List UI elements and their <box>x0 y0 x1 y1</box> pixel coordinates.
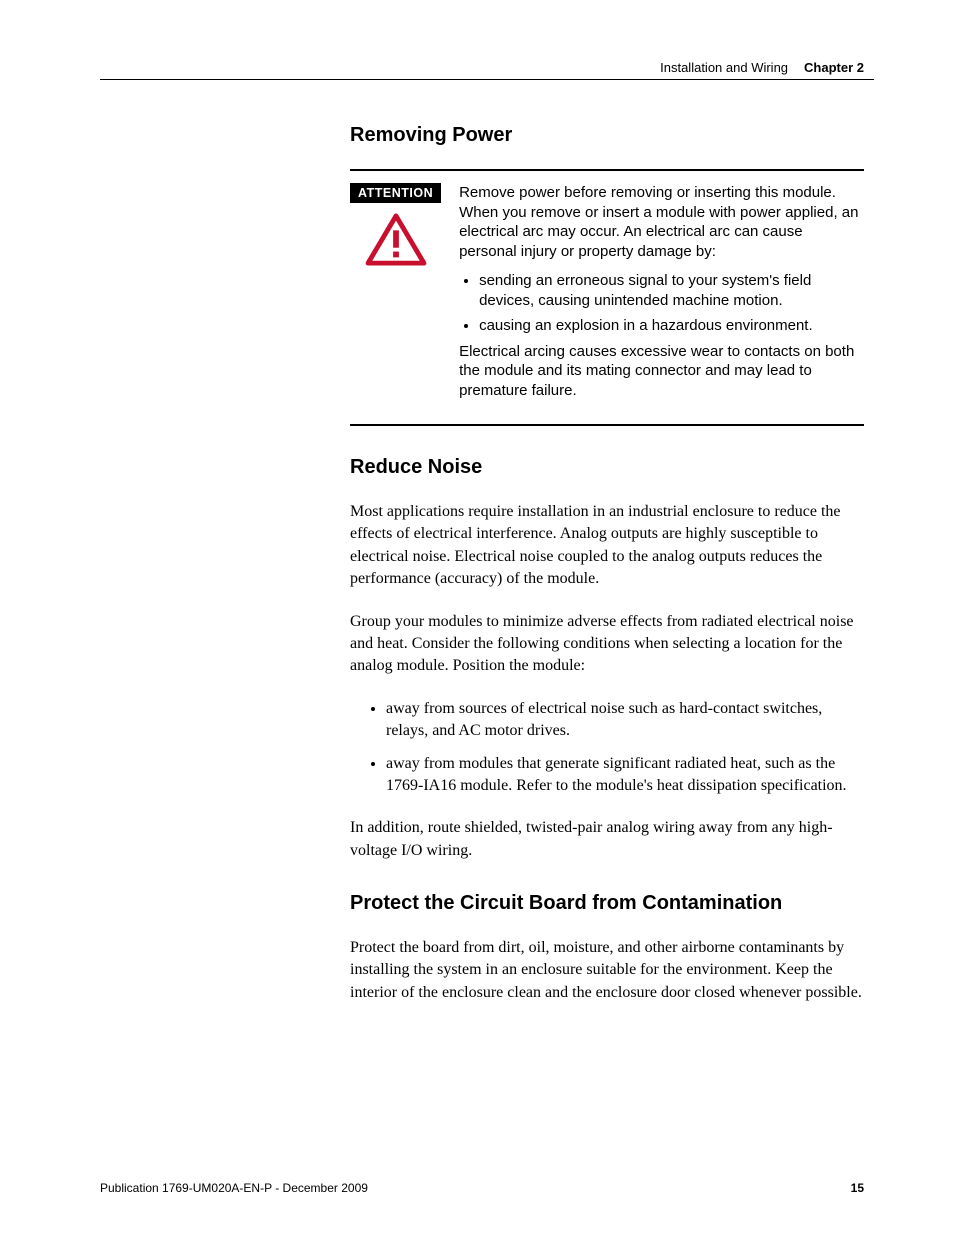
reduce-noise-bullet: away from sources of electrical noise su… <box>386 698 864 743</box>
header-section-title: Installation and Wiring <box>660 60 788 75</box>
attention-tail: Electrical arcing causes excessive wear … <box>459 342 864 401</box>
attention-bullet-list: sending an erroneous signal to your syst… <box>459 271 864 336</box>
page-header: Installation and Wiring Chapter 2 <box>100 60 874 75</box>
footer-publication: Publication 1769-UM020A-EN-P - December … <box>100 1181 368 1195</box>
attention-left-column: ATTENTION <box>350 183 441 410</box>
attention-bullet: causing an explosion in a hazardous envi… <box>479 316 864 336</box>
page-content: Removing Power ATTENTION Remove power be… <box>350 124 864 1004</box>
attention-callout: ATTENTION Remove power before removing o… <box>350 169 864 426</box>
attention-intro: Remove power before removing or insertin… <box>459 183 864 261</box>
reduce-noise-p2: Group your modules to minimize adverse e… <box>350 611 864 678</box>
footer-page-number: 15 <box>851 1181 864 1195</box>
attention-label: ATTENTION <box>350 183 441 203</box>
page-footer: Publication 1769-UM020A-EN-P - December … <box>100 1181 864 1195</box>
protect-board-p1: Protect the board from dirt, oil, moistu… <box>350 937 864 1004</box>
warning-triangle-icon <box>365 213 427 267</box>
header-rule <box>100 79 874 80</box>
heading-removing-power: Removing Power <box>350 124 864 147</box>
reduce-noise-bullet-list: away from sources of electrical noise su… <box>350 698 864 798</box>
heading-reduce-noise: Reduce Noise <box>350 456 864 479</box>
reduce-noise-p3: In addition, route shielded, twisted-pai… <box>350 817 864 862</box>
reduce-noise-p1: Most applications require installation i… <box>350 501 864 591</box>
attention-body: Remove power before removing or insertin… <box>459 183 864 410</box>
heading-protect-board: Protect the Circuit Board from Contamina… <box>350 892 864 915</box>
header-chapter-label: Chapter 2 <box>804 60 864 75</box>
attention-bullet: sending an erroneous signal to your syst… <box>479 271 864 310</box>
reduce-noise-bullet: away from modules that generate signific… <box>386 753 864 798</box>
